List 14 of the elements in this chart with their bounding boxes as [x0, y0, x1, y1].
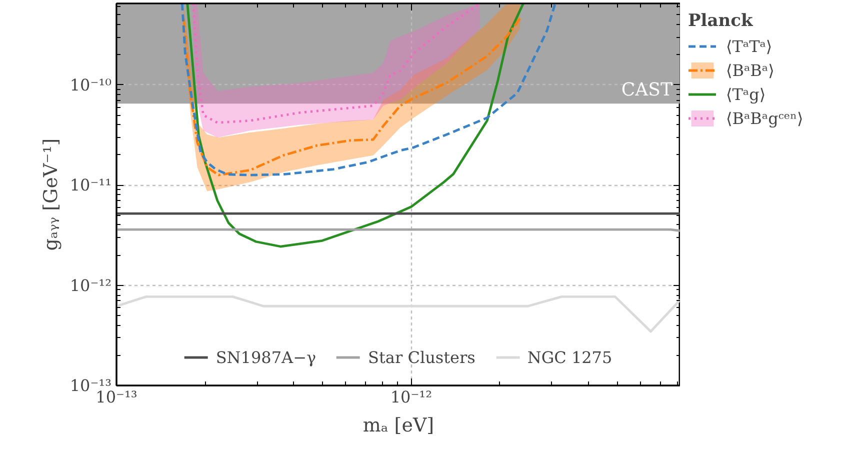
- legend-label: SN1987A−γ: [216, 348, 316, 366]
- legend-label: ⟨BᵃBᵃ⟩: [726, 60, 774, 80]
- legend-label: ⟨Tᵃg⟩: [726, 84, 766, 104]
- legend-label: Star Clusters: [368, 348, 476, 366]
- legend-title: Planck: [688, 11, 754, 31]
- legend-label: NGC 1275: [527, 348, 612, 366]
- y-tick-label: 10⁻¹¹: [70, 176, 112, 195]
- band-label: CAST: [621, 80, 672, 101]
- y-tick-label: 10⁻¹⁰: [70, 75, 112, 94]
- x-axis-title: mₐ [eV]: [362, 414, 434, 436]
- y-tick-label: 10⁻¹²: [70, 276, 112, 295]
- y-axis-title: gₐᵧᵧ [GeV⁻¹]: [40, 138, 62, 251]
- legend-label: ⟨BᵃBᵃgᶜᵉⁿ⟩: [726, 108, 804, 128]
- legend-label: ⟨TᵃTᵃ⟩: [726, 36, 772, 56]
